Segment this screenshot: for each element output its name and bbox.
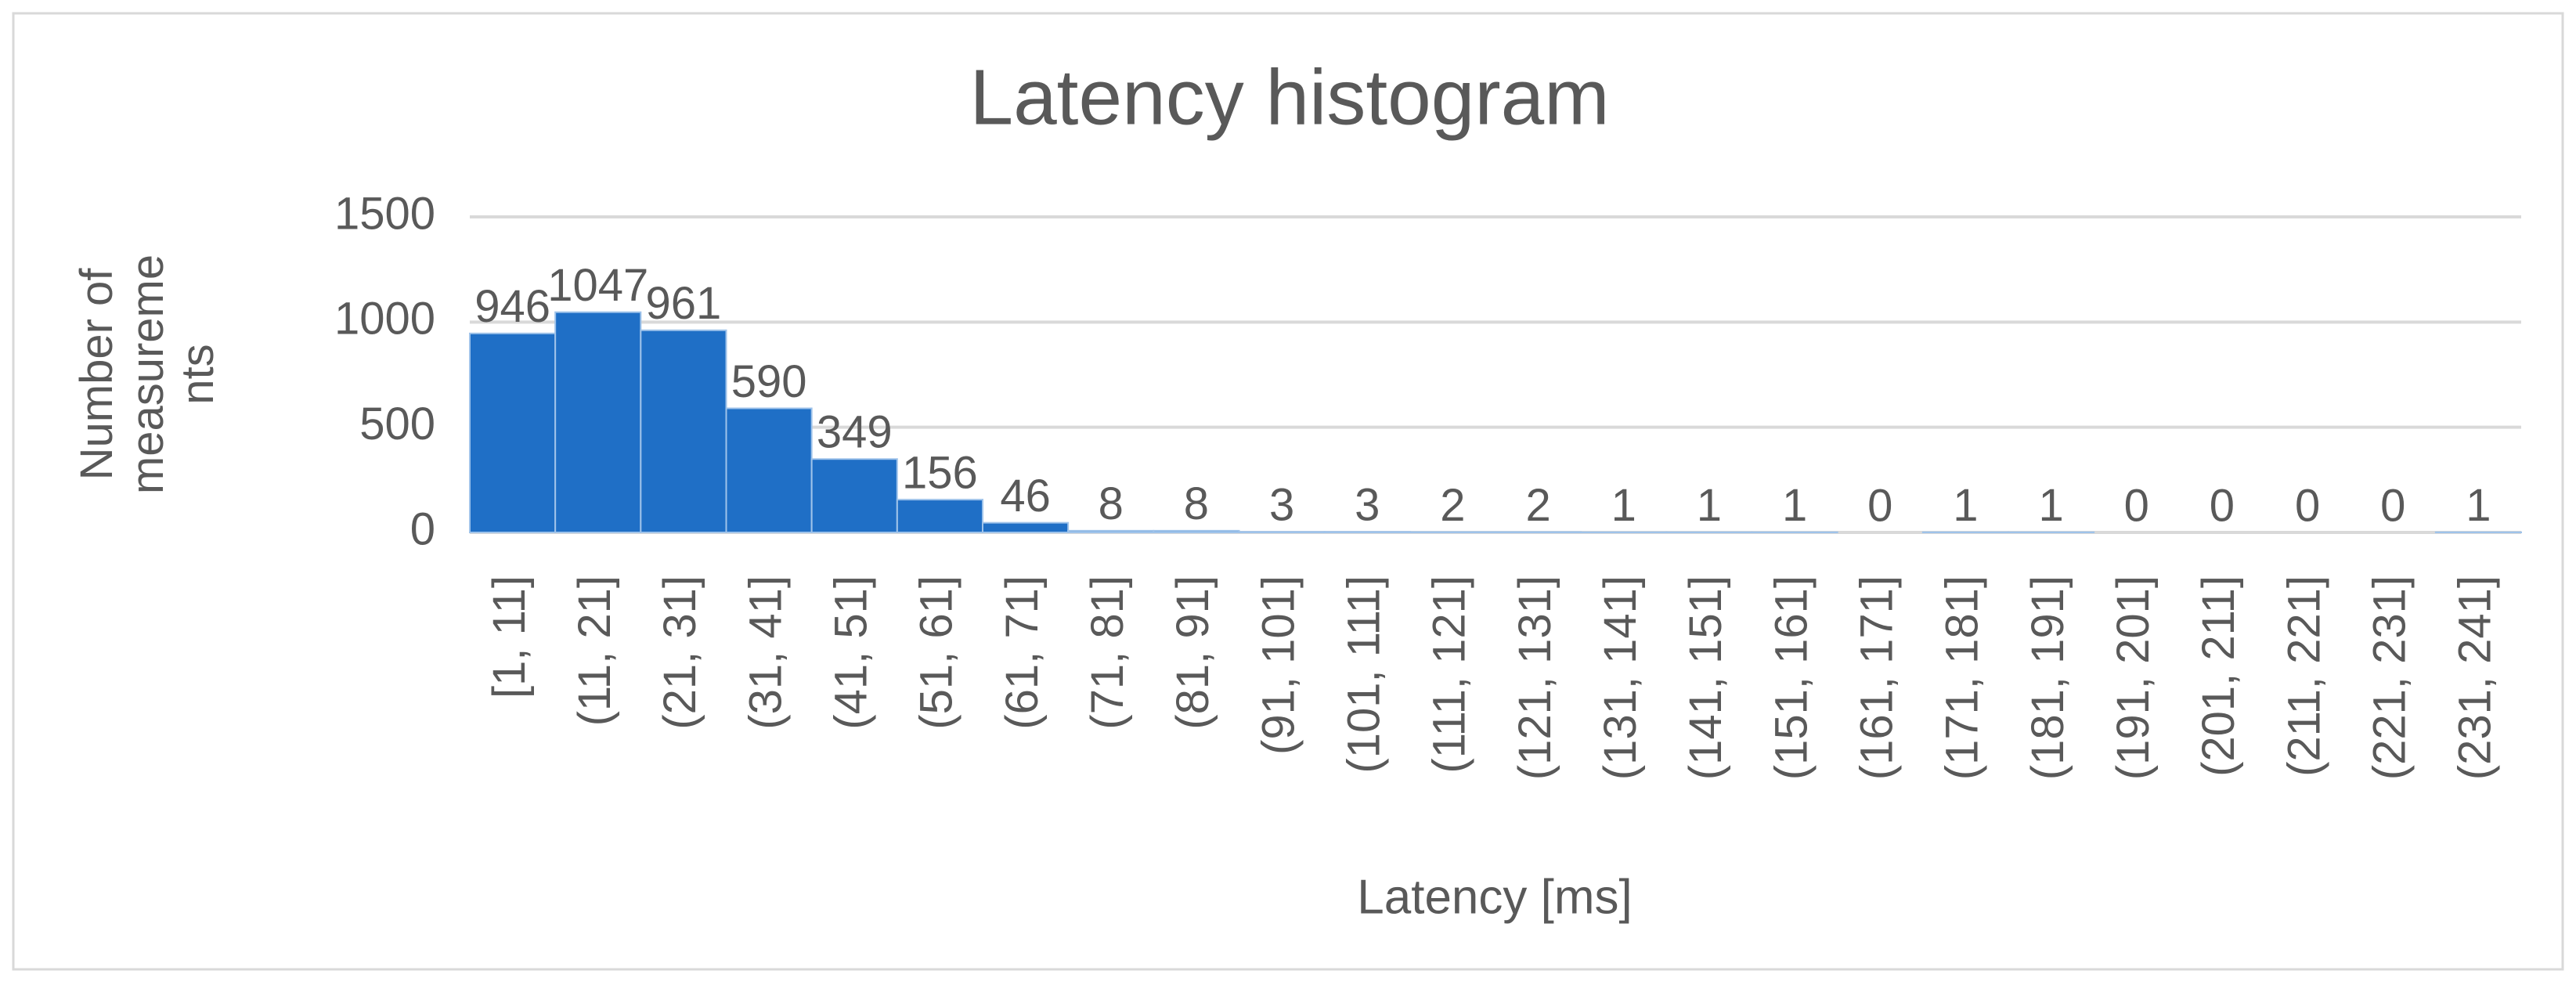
- x-tick-label: (221, 231]: [2365, 575, 2415, 780]
- data-label: 590: [731, 356, 807, 407]
- chart-border: [12, 12, 2564, 971]
- x-tick-label: (141, 151]: [1680, 575, 1731, 780]
- data-label: 0: [1867, 480, 1892, 531]
- x-tick-label: (151, 161]: [1766, 575, 1817, 780]
- data-label: 1047: [547, 260, 648, 311]
- y-tick-label: 1500: [334, 188, 435, 239]
- x-tick-label: (51, 61]: [911, 575, 962, 730]
- x-tick-label: (121, 131]: [1510, 575, 1560, 780]
- x-tick-label: (211, 221]: [2278, 575, 2329, 777]
- y-tick-label: 0: [410, 503, 435, 554]
- data-label: 8: [1099, 478, 1124, 529]
- x-tick-label: (191, 201]: [2108, 575, 2159, 780]
- data-label: 1: [1953, 480, 1978, 531]
- x-tick-label: (231, 241]: [2450, 575, 2501, 780]
- bar: [810, 458, 898, 534]
- data-label: 349: [817, 407, 893, 458]
- x-axis-title: Latency [ms]: [1357, 870, 1632, 924]
- bar: [469, 332, 557, 533]
- y-tick-label: 500: [359, 399, 435, 449]
- x-tick-label: (161, 171]: [1852, 575, 1903, 780]
- data-label: 0: [2295, 480, 2320, 531]
- data-label: 8: [1184, 478, 1209, 529]
- data-label: 2: [1440, 480, 1465, 531]
- data-label: 46: [1000, 471, 1051, 521]
- data-label: 3: [1269, 480, 1294, 531]
- x-tick-label: (21, 31]: [655, 575, 705, 730]
- bar: [896, 499, 984, 534]
- data-label: 946: [474, 281, 550, 332]
- x-tick-label: (131, 141]: [1595, 575, 1646, 780]
- bar: [725, 407, 813, 534]
- x-tick-label: (101, 111]: [1339, 575, 1390, 774]
- data-label: 156: [902, 447, 978, 498]
- data-label: 3: [1355, 480, 1380, 531]
- x-tick-label: (171, 181]: [1937, 575, 1988, 780]
- data-label: 0: [2210, 480, 2235, 531]
- x-tick-label: (61, 71]: [997, 575, 1048, 730]
- x-tick-label: (201, 211]: [2193, 575, 2244, 777]
- x-tick-label: (91, 101]: [1253, 575, 1304, 755]
- y-tick-label: 1000: [334, 294, 435, 345]
- data-label: 1: [1782, 480, 1807, 531]
- data-label: 961: [646, 278, 722, 329]
- bar: [554, 311, 642, 533]
- y-axis-title: Number of measurements: [70, 254, 224, 495]
- data-label: 1: [2466, 480, 2491, 531]
- data-label: 1: [1697, 480, 1722, 531]
- bar: [640, 329, 727, 533]
- x-tick-label: (71, 81]: [1082, 575, 1133, 730]
- x-tick-label: (41, 51]: [826, 575, 877, 730]
- bar: [982, 521, 1070, 534]
- x-tick-label: (81, 91]: [1167, 575, 1218, 730]
- data-label: 0: [2124, 480, 2149, 531]
- data-label: 0: [2380, 480, 2405, 531]
- bar: [1067, 529, 1155, 533]
- data-label: 2: [1525, 480, 1550, 531]
- bar: [1153, 529, 1240, 533]
- x-tick-label: (31, 41]: [740, 575, 791, 730]
- x-tick-label: [1, 11]: [484, 575, 535, 698]
- data-label: 1: [1611, 480, 1636, 531]
- chart-title: Latency histogram: [969, 53, 1609, 141]
- x-tick-label: (181, 191]: [2022, 575, 2073, 780]
- data-label: 1: [2038, 480, 2063, 531]
- x-tick-label: (11, 21]: [569, 575, 620, 726]
- x-tick-label: (111, 121]: [1424, 575, 1475, 774]
